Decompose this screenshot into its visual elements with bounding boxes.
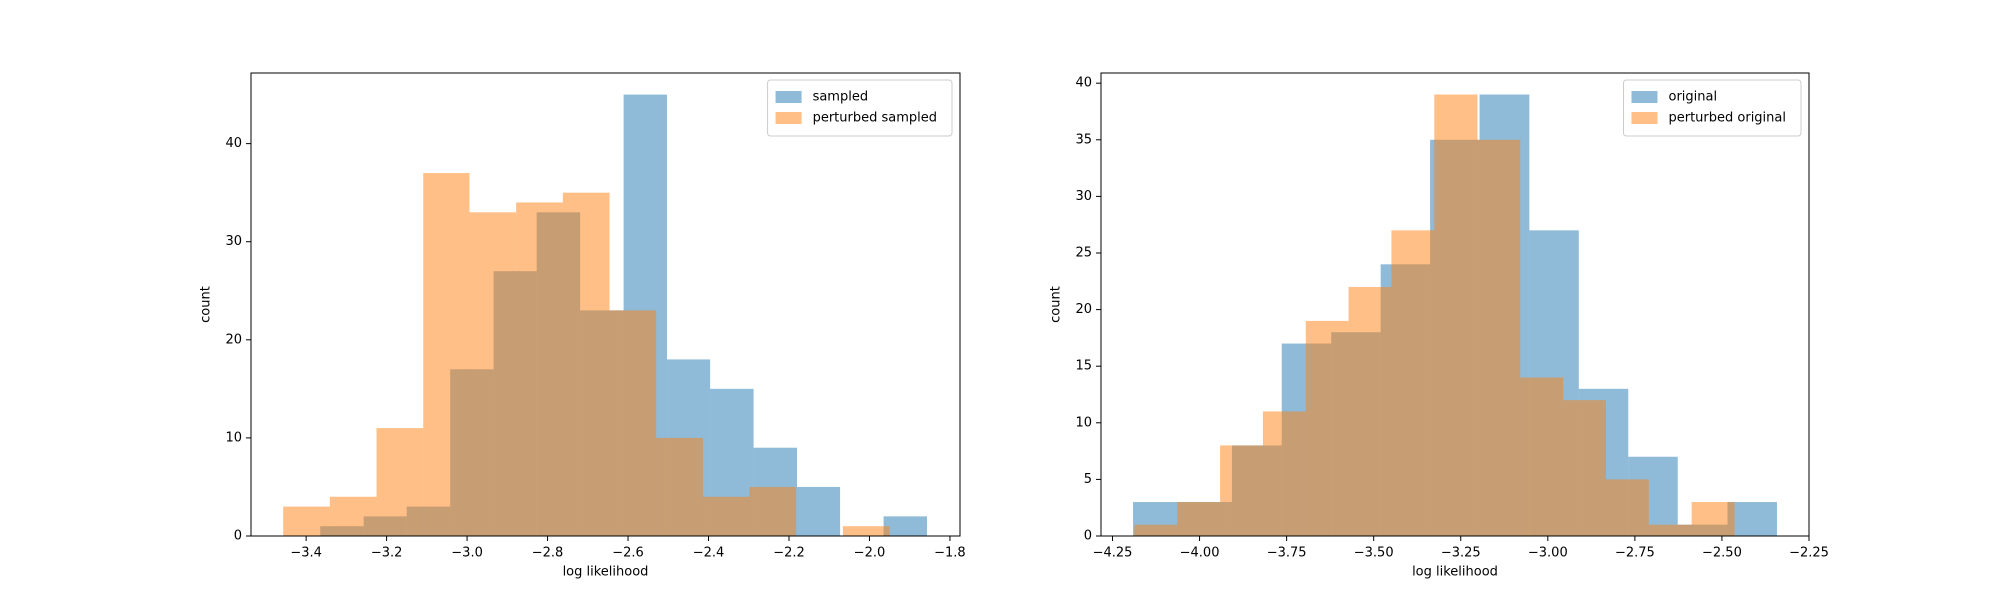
- x-tick-label: −2.8: [532, 546, 564, 561]
- legend-swatch: [775, 112, 802, 124]
- legend-label: perturbed sampled: [813, 111, 937, 126]
- y-tick-label: 5: [1084, 472, 1092, 487]
- legend: sampled perturbed sampled: [767, 79, 953, 137]
- histogram-bar: [562, 192, 610, 537]
- x-tick-label: −2.25: [1789, 546, 1829, 561]
- y-tick-label: 30: [225, 234, 242, 249]
- y-axis-label: count: [1049, 286, 1064, 323]
- y-axis-label: count: [199, 286, 214, 323]
- histogram-bar: [376, 428, 424, 536]
- y-tick-label: 40: [225, 136, 242, 151]
- chart: −4.25 −4.00 −3.75 −3.50 −3.25 −3.00 −2.75 −2.50…: [1049, 72, 1829, 580]
- y-tick-label: 20: [1075, 302, 1092, 317]
- axes-frame: [250, 72, 961, 537]
- x-tick-label: −2.2: [773, 546, 805, 561]
- histogram-bar: [1434, 94, 1478, 537]
- x-tick-label: −2.4: [693, 546, 725, 561]
- y-tick-label: 30: [1075, 189, 1092, 204]
- x-tick-label: −3.4: [290, 546, 322, 561]
- histogram-bar: [609, 310, 657, 536]
- histogram-bar: [516, 202, 563, 537]
- histogram-bar: [469, 212, 517, 537]
- legend-label: sampled: [813, 90, 869, 105]
- histogram-bar: [1391, 230, 1435, 536]
- histogram-bar: [883, 516, 928, 536]
- x-tick-label: −2.6: [612, 546, 644, 561]
- x-tick-label: −2.75: [1615, 546, 1655, 561]
- histogram-bar: [797, 486, 841, 536]
- y-tick-label: 10: [225, 430, 242, 445]
- x-tick-label: −3.00: [1528, 546, 1568, 561]
- histogram-bar: [329, 496, 377, 536]
- histogram-bar: [1648, 524, 1692, 536]
- x-tick-label: −3.0: [451, 546, 483, 561]
- legend-box: [767, 79, 953, 137]
- y-tick-label: 15: [1075, 359, 1092, 374]
- x-axis-label: log likelihood: [1412, 565, 1498, 580]
- histogram-bar: [1348, 286, 1392, 536]
- legend-label: perturbed original: [1668, 111, 1786, 126]
- legend-swatch: [1631, 112, 1658, 124]
- legend: original perturbed original: [1622, 79, 1802, 137]
- histogram-bar: [1262, 411, 1306, 536]
- histogram-bar: [749, 486, 797, 536]
- x-tick-label: −3.50: [1354, 546, 1394, 561]
- axes-frame: [1100, 72, 1810, 537]
- histogram-bar: [1477, 139, 1521, 536]
- histogram-bar: [1220, 445, 1263, 536]
- legend-label: original: [1668, 90, 1717, 105]
- y-tick-label: 35: [1075, 132, 1092, 147]
- histogram-bar: [1177, 502, 1221, 536]
- histogram-bar: [283, 506, 330, 536]
- x-tick-label: −1.8: [934, 546, 966, 561]
- y-tick-label: 25: [1075, 245, 1092, 260]
- y-tick-label: 10: [1075, 415, 1092, 430]
- histogram-bar: [1605, 479, 1649, 536]
- histogram-bar: [423, 173, 470, 536]
- legend-swatch: [775, 91, 802, 103]
- x-tick-label: −3.25: [1441, 546, 1481, 561]
- y-tick-label: 20: [225, 332, 242, 347]
- y-tick-label: 0: [234, 529, 242, 544]
- x-tick-label: −4.25: [1093, 546, 1133, 561]
- histogram-bar: [1305, 320, 1349, 536]
- y-tick-label: 40: [1075, 76, 1092, 91]
- histogram-bar: [656, 437, 703, 536]
- x-tick-label: −2.50: [1702, 546, 1742, 561]
- x-tick-label: −4.00: [1180, 546, 1220, 561]
- legend-swatch: [1631, 91, 1658, 103]
- histogram-bar: [1563, 400, 1606, 536]
- x-tick-label: −3.75: [1267, 546, 1307, 561]
- histogram-bar: [1691, 502, 1735, 536]
- x-axis-label: log likelihood: [563, 565, 649, 580]
- x-tick-label: −3.2: [371, 546, 403, 561]
- chart: −3.4 −3.2 −3.0 −2.8 −2.6 −2.4 −2.2 −2.0 −1.8 0 10 2…: [199, 72, 966, 580]
- legend-box: [1622, 79, 1802, 137]
- x-tick-label: −2.0: [854, 546, 886, 561]
- histogram-bar: [1727, 502, 1777, 536]
- histogram-bar: [1134, 524, 1178, 536]
- y-tick-label: 0: [1084, 529, 1092, 544]
- histogram-bar: [702, 496, 750, 536]
- histogram-bar: [842, 526, 890, 536]
- histogram-bar: [1520, 377, 1564, 536]
